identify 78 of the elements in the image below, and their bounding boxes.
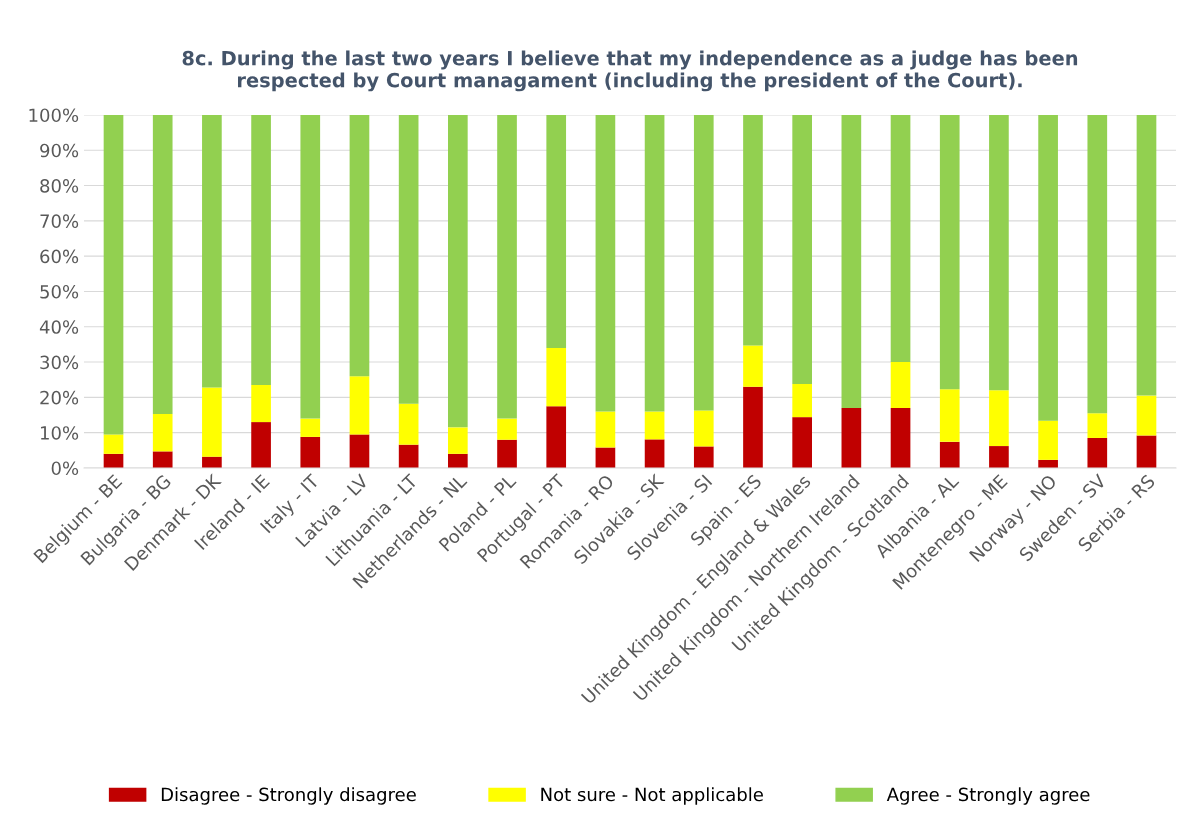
bar	[349, 114, 370, 377]
bar	[546, 406, 567, 468]
bar	[546, 347, 567, 407]
bar	[989, 114, 1009, 391]
bar	[989, 390, 1009, 447]
bar	[251, 422, 271, 468]
bar	[1038, 420, 1058, 460]
bar	[743, 345, 763, 387]
bar	[841, 114, 862, 408]
bar	[398, 444, 419, 468]
y-tick-label: 100%	[29, 108, 79, 123]
bar	[890, 407, 911, 468]
bar	[497, 439, 517, 468]
bar	[743, 386, 763, 468]
y-tick-label: 30%	[40, 355, 79, 370]
bar	[792, 114, 812, 384]
bar	[939, 389, 960, 442]
bar	[644, 114, 665, 412]
bar	[1087, 114, 1108, 414]
bar	[349, 434, 370, 468]
bar	[693, 114, 714, 411]
legend-label: Agree - Strongly agree	[886, 787, 1090, 805]
bar	[989, 446, 1009, 468]
bar	[398, 403, 419, 445]
bar	[103, 114, 124, 435]
y-tick-label: 70%	[40, 214, 79, 228]
y-tick-label: 20%	[40, 390, 79, 405]
bar	[152, 413, 173, 452]
bar	[448, 453, 468, 468]
y-tick-label: 90%	[40, 143, 79, 158]
bar	[1038, 114, 1058, 421]
bar	[152, 114, 173, 414]
legend-label: Not sure - Not applicable	[541, 787, 763, 805]
bar	[251, 114, 271, 386]
bar	[890, 362, 911, 408]
bar	[841, 407, 862, 468]
bar	[497, 418, 517, 440]
bar	[546, 114, 567, 348]
y-tick-label: 10%	[40, 426, 79, 440]
bar	[349, 376, 370, 435]
bar	[300, 418, 321, 437]
bar	[1136, 114, 1157, 396]
bar	[595, 411, 616, 448]
bar	[448, 427, 468, 454]
bar	[152, 451, 173, 468]
bar	[300, 114, 321, 419]
y-tick-label: 40%	[39, 320, 79, 334]
bar	[939, 441, 960, 468]
bar	[939, 114, 960, 390]
y-tick-label: 60%	[40, 249, 79, 264]
bar	[595, 447, 616, 468]
bar	[792, 383, 812, 418]
bar	[398, 114, 419, 404]
bar	[890, 114, 911, 363]
bar	[300, 436, 321, 468]
bar	[1087, 437, 1108, 468]
bar	[693, 410, 714, 447]
legend-label: Disagree - Strongly disagree	[161, 787, 416, 805]
bar	[202, 114, 222, 388]
bar	[448, 114, 468, 428]
bar	[644, 439, 665, 468]
bar	[1087, 413, 1108, 438]
chart-title: 8c. During the last two years I believe that my independence as a judge has been respected by Court managament (including the president of the Court).	[182, 50, 1078, 92]
y-tick-label: 50%	[40, 284, 79, 299]
bar	[202, 456, 222, 468]
bar	[595, 114, 616, 412]
bar	[743, 114, 763, 346]
y-tick-label: 0%	[51, 461, 79, 476]
bar	[644, 411, 665, 440]
bar	[792, 417, 812, 468]
bar	[251, 385, 271, 423]
y-tick-label: 80%	[40, 179, 79, 193]
bar	[202, 387, 222, 457]
bar	[1136, 435, 1157, 468]
bar	[497, 114, 517, 419]
bar	[103, 434, 124, 454]
bar	[1136, 395, 1157, 436]
bar	[693, 446, 714, 468]
